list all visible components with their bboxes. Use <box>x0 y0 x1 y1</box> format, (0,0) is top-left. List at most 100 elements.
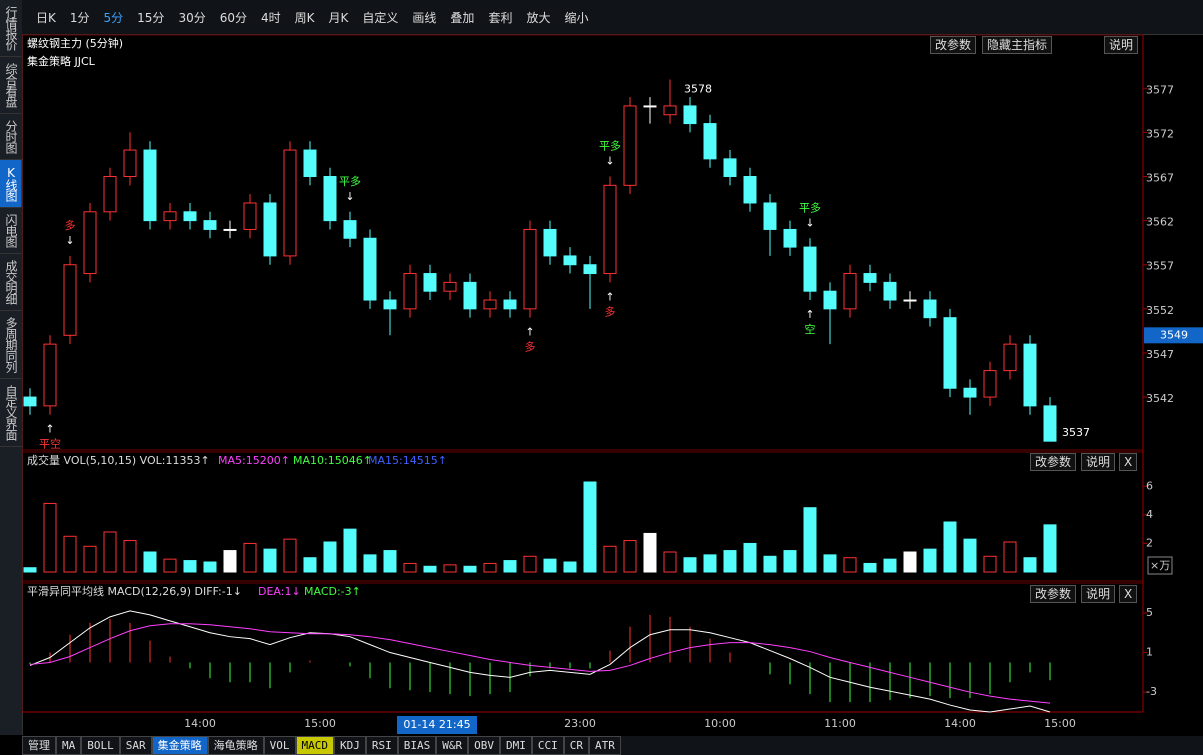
panel-button[interactable]: 隐藏主指标 <box>982 36 1053 54</box>
x-tick-label: 15:00 <box>304 717 336 730</box>
volume-bar <box>283 538 297 573</box>
panel-button[interactable]: X <box>1119 453 1138 471</box>
candle-body <box>83 211 97 275</box>
indicator-tab[interactable]: OBV <box>468 736 500 755</box>
panel-button[interactable]: 改参数 <box>1030 453 1077 471</box>
indicator-tab[interactable]: BIAS <box>397 736 437 755</box>
volume-bar <box>123 540 137 573</box>
volume-bar <box>763 555 777 573</box>
volume-bar <box>203 561 217 573</box>
legend-entry: MA10:15046↑ <box>293 454 372 467</box>
volume-bar <box>523 555 537 573</box>
indicator-tab[interactable]: 海龟策略 <box>207 736 264 755</box>
signal-label: 平多 <box>799 200 821 214</box>
candle-body <box>823 290 837 310</box>
signal-arrow: ↑ <box>605 290 614 303</box>
volume-bar <box>423 565 437 573</box>
toolbar-button[interactable]: 5分 <box>103 10 124 25</box>
volume-bar <box>883 558 897 573</box>
current-price-label: 3549 <box>1160 328 1188 341</box>
unit-box <box>1147 556 1173 575</box>
sidebar-tab[interactable]: 综合看盘 <box>0 57 22 114</box>
indicator-tab[interactable]: 管理 <box>22 736 56 755</box>
toolbar-button[interactable]: 套利 <box>488 10 513 25</box>
cursor-time-box <box>397 716 477 734</box>
volume-bar <box>403 562 417 573</box>
indicator-tabs: 管理 MA BOLL SAR 集金策略 海龟策略 VOL MACD KDJ RSI BIAS W&R O… <box>22 736 1203 755</box>
toolbar-button[interactable]: 周K <box>294 10 315 25</box>
volume-bar <box>343 528 357 573</box>
candle-body <box>343 220 357 239</box>
indicator-tab[interactable]: BOLL <box>81 736 120 755</box>
toolbar-button[interactable]: 缩小 <box>564 10 589 25</box>
sidebar-tab[interactable]: 闪电图 <box>0 208 22 254</box>
indicator-tab[interactable]: VOL <box>263 736 296 755</box>
sidebar-tab[interactable]: 多周期同列 <box>0 311 22 379</box>
toolbar-button[interactable]: 15分 <box>137 10 165 25</box>
panel-button[interactable]: 说明 <box>1081 585 1116 603</box>
candle-body <box>783 228 797 248</box>
indicator-tab[interactable]: RSI <box>365 736 398 755</box>
candle-body <box>1023 343 1037 407</box>
panel-button[interactable]: 改参数 <box>1030 585 1077 603</box>
y-tick-label: 3572 <box>1146 127 1174 140</box>
candle-body <box>683 105 697 125</box>
volume-bar <box>943 521 957 573</box>
panel-button[interactable]: 说明 <box>1081 453 1116 471</box>
indicator-tab[interactable]: DMI <box>500 736 532 755</box>
toolbar-button[interactable]: 60分 <box>219 10 247 25</box>
sidebar-tab[interactable]: 自定义界面 <box>0 379 22 447</box>
volume-bar <box>783 550 797 573</box>
volume-bar <box>443 564 457 573</box>
volume-bar <box>1043 524 1057 573</box>
toolbar-button[interactable]: 自定义 <box>362 10 399 25</box>
toolbar-button[interactable]: 30分 <box>178 10 206 25</box>
candle-body <box>123 149 137 178</box>
indicator-tab[interactable]: MACD <box>295 736 334 755</box>
indicator-tab[interactable]: KDJ <box>334 736 366 755</box>
sidebar-tab[interactable]: K线图 <box>0 160 22 208</box>
legend-entry: MA15:14515↑ <box>368 454 447 467</box>
volume-bar <box>143 551 157 573</box>
indicator-tab[interactable]: 集金策略 <box>151 736 208 755</box>
indicator-tab[interactable]: ATR <box>589 736 621 755</box>
sidebar-tab[interactable]: 行情报价 <box>0 0 22 57</box>
candle-body <box>623 105 637 186</box>
indicator-tab[interactable]: CCI <box>531 736 564 755</box>
candle-body <box>843 273 857 310</box>
macd-line <box>29 610 1051 713</box>
panel-button[interactable]: X <box>1119 585 1138 603</box>
indicator-tab[interactable]: SAR <box>119 736 152 755</box>
unit-label: ×万 <box>1150 559 1170 572</box>
toolbar-button[interactable]: 月K <box>328 10 349 25</box>
volume-bar <box>643 532 657 573</box>
sidebar-tab[interactable]: 成交明细 <box>0 254 22 311</box>
y-tick-label: 3567 <box>1146 172 1174 185</box>
toolbar-button[interactable]: 1分 <box>69 10 90 25</box>
indicator-tab[interactable]: W&R <box>436 736 469 755</box>
candle-body <box>163 211 177 222</box>
toolbar-button[interactable]: 4时 <box>261 10 281 25</box>
indicator-tab[interactable]: CR <box>563 736 589 755</box>
x-tick-label: 14:00 <box>184 717 216 730</box>
x-tick-label: 10:00 <box>704 717 736 730</box>
panel-button[interactable]: 说明 <box>1104 36 1139 54</box>
volume-bar <box>843 557 857 573</box>
volume-bar <box>263 548 277 573</box>
candle-body <box>423 273 437 292</box>
sidebar-tab[interactable]: 分时图 <box>0 114 22 160</box>
toolbar-button[interactable]: 叠加 <box>450 10 475 25</box>
candle-body <box>963 387 977 398</box>
candle-body <box>863 273 877 283</box>
toolbar-button[interactable]: 放大 <box>526 10 551 25</box>
legend-entry: MACD:-3↑ <box>304 585 361 598</box>
toolbar-button[interactable]: 日K <box>36 10 56 25</box>
signal-label: 平多 <box>339 174 361 188</box>
candle-body <box>203 220 217 230</box>
signal-label: 多 <box>525 340 536 354</box>
panel-button[interactable]: 改参数 <box>930 36 977 54</box>
indicator-tab[interactable]: MA <box>56 736 82 755</box>
chart-title: 螺纹钢主力 (5分钟) <box>27 36 123 50</box>
toolbar-button[interactable]: 画线 <box>412 10 437 25</box>
volume-bar <box>603 545 617 573</box>
